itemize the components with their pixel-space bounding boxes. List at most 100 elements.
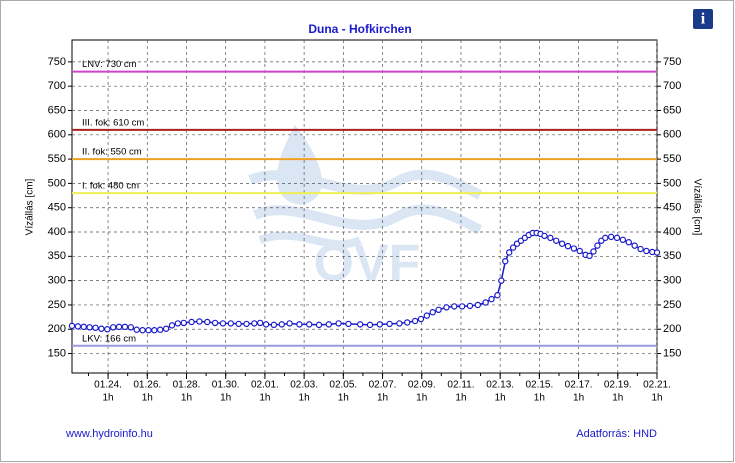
data-point (613, 234, 621, 242)
y2-tick-label: 650 (663, 104, 681, 116)
x-tick-time: 1h (103, 393, 114, 404)
x-tick-time: 1h (534, 393, 545, 404)
data-point (211, 319, 219, 327)
threshold-label: I. fok: 480 cm (82, 181, 139, 192)
y-tick-label: 150 (48, 347, 66, 359)
y2-tick-label: 450 (663, 202, 681, 214)
data-point (474, 301, 482, 309)
data-point (335, 320, 342, 327)
x-tick-label: 02.11. (447, 380, 474, 391)
x-tick-time: 1h (495, 393, 506, 404)
data-point (133, 326, 140, 333)
x-tick-label: 02.19. (604, 380, 632, 391)
data-point (243, 320, 250, 328)
y2-tick-label: 400 (663, 226, 681, 238)
data-point (235, 320, 242, 328)
data-point (643, 247, 650, 255)
data-point (602, 234, 609, 242)
data-point (541, 232, 548, 240)
data-point (92, 324, 99, 331)
y2-tick-label: 600 (663, 129, 681, 141)
plot-area (71, 39, 658, 374)
x-tick-label: 02.09. (408, 380, 436, 391)
data-point (168, 322, 176, 329)
data-point (139, 327, 146, 334)
y2-tick-label: 200 (663, 323, 681, 335)
threshold-label: LKV: 166 cm (82, 333, 136, 344)
data-point (262, 321, 270, 328)
y-tick-label: 200 (48, 323, 66, 335)
threshold-label: II. fok: 550 cm (82, 147, 142, 158)
x-tick-time: 1h (338, 393, 349, 404)
data-point (196, 318, 203, 325)
x-tick-label: 02.05. (329, 380, 357, 391)
x-tick-label: 01.26. (133, 380, 161, 391)
threshold-label: LNV: 730 cm (82, 59, 137, 70)
data-point (396, 320, 403, 327)
data-point (315, 321, 323, 329)
data-point (278, 321, 285, 328)
data-point (157, 326, 164, 333)
data-point (488, 295, 495, 303)
footer-link[interactable]: www.hydroinfo.hu (65, 428, 153, 440)
x-tick-label: 02.03. (290, 380, 318, 391)
x-tick-label: 02.21. (643, 380, 671, 391)
x-tick-label: 02.07. (369, 380, 397, 391)
data-point (466, 302, 474, 310)
data-point (68, 322, 76, 330)
y-tick-label: 350 (48, 250, 66, 262)
info-button[interactable] (693, 9, 713, 29)
info-icon[interactable]: i (701, 11, 706, 28)
data-point (411, 317, 419, 325)
data-point (356, 321, 364, 328)
data-point (270, 321, 278, 329)
data-point (180, 319, 187, 327)
x-tick-label: 02.13. (486, 380, 514, 391)
y-axis-label: Vízállás [cm] (25, 178, 36, 235)
y-tick-label: 400 (48, 226, 66, 238)
x-tick-time: 1h (416, 393, 427, 404)
watermark-text: OVF (314, 235, 421, 293)
x-tick-time: 1h (377, 393, 388, 404)
x-tick-label: 01.30. (212, 380, 240, 391)
y2-tick-label: 300 (663, 275, 681, 287)
x-tick-time: 1h (259, 393, 270, 404)
data-point (451, 303, 458, 310)
x-tick-label: 01.24. (94, 380, 122, 391)
data-point (251, 320, 258, 327)
data-point (505, 249, 513, 256)
data-point (286, 320, 293, 327)
data-point (145, 327, 152, 334)
y-tick-label: 600 (48, 129, 66, 141)
data-point (296, 321, 303, 328)
data-point (502, 257, 509, 265)
data-point (86, 324, 93, 331)
data-point (590, 248, 597, 255)
data-point (637, 245, 644, 253)
data-point (104, 326, 111, 333)
y2-tick-label: 250 (663, 299, 681, 311)
data-point (498, 277, 505, 284)
data-point (219, 320, 227, 327)
threshold-label: III. fok: 610 cm (82, 117, 144, 128)
data-point (586, 252, 593, 260)
y-tick-label: 500 (48, 177, 66, 189)
x-tick-time: 1h (299, 393, 310, 404)
data-point (98, 325, 105, 332)
y-tick-label: 300 (48, 275, 66, 287)
data-point (570, 245, 578, 252)
data-point (558, 240, 566, 247)
y2-tick-label: 150 (663, 347, 681, 359)
footer-source: Adatforrás: HND (576, 428, 657, 440)
data-point (162, 325, 170, 332)
data-point (121, 323, 129, 331)
data-point (366, 321, 374, 329)
data-point (435, 306, 442, 314)
x-tick-time: 1h (181, 393, 192, 404)
y2-tick-label: 750 (663, 56, 681, 68)
data-point (257, 319, 264, 327)
y2-axis-label: Vízállás [cm] (691, 179, 702, 236)
data-point (74, 323, 82, 330)
data-point (458, 303, 466, 310)
data-point (115, 323, 123, 331)
